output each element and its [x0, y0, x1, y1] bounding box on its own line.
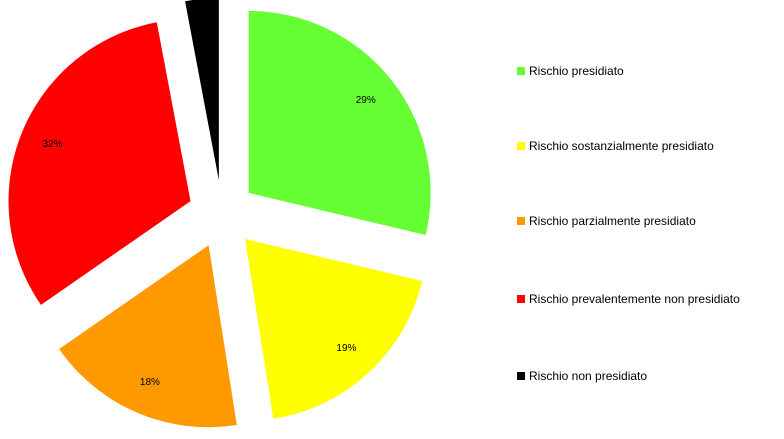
- pie-label-non-presidiato: 3%: [198, 26, 213, 37]
- pie-slice-sostanzialmente-presidiato: [245, 238, 423, 419]
- legend-label: Rischio prevalentemente non presidiato: [529, 292, 740, 306]
- pie-label-prevalentemente-non-presidiato: 32%: [42, 139, 62, 150]
- legend-label: Rischio presidiato: [529, 64, 624, 78]
- pie-slice-presidiato: [248, 10, 431, 235]
- pie-slice-non-presidiato: [185, 0, 219, 181]
- legend-label: Rischio sostanzialmente presidiato: [529, 139, 714, 153]
- pie-label-sostanzialmente-presidiato: 19%: [336, 343, 356, 354]
- legend-swatch: [517, 142, 525, 150]
- legend-swatch: [517, 295, 525, 303]
- legend-swatch: [517, 372, 525, 380]
- legend-swatch: [517, 217, 525, 225]
- pie-label-parzialmente-presidiato: 18%: [140, 377, 160, 388]
- pie-slice-prevalentemente-non-presidiato: [8, 22, 191, 305]
- legend-swatch: [517, 67, 525, 75]
- legend-item-rischio-prevalentemente-non-presidiato: Rischio prevalentemente non presidiato: [517, 292, 740, 306]
- chart-legend: Rischio presidiato Rischio sostanzialmen…: [517, 0, 784, 439]
- legend-label: Rischio parzialmente presidiato: [529, 214, 696, 228]
- legend-item-rischio-non-presidiato: Rischio non presidiato: [517, 369, 647, 383]
- pie-slice-parzialmente-presidiato: [59, 245, 237, 428]
- legend-label: Rischio non presidiato: [529, 369, 648, 383]
- pie-label-presidiato: 29%: [356, 95, 376, 106]
- legend-item-rischio-sostanzialmente-presidiato: Rischio sostanzialmente presidiato: [517, 139, 714, 153]
- legend-item-rischio-presidiato: Rischio presidiato: [517, 64, 624, 78]
- legend-item-rischio-parzialmente-presidiato: Rischio parzialmente presidiato: [517, 214, 696, 228]
